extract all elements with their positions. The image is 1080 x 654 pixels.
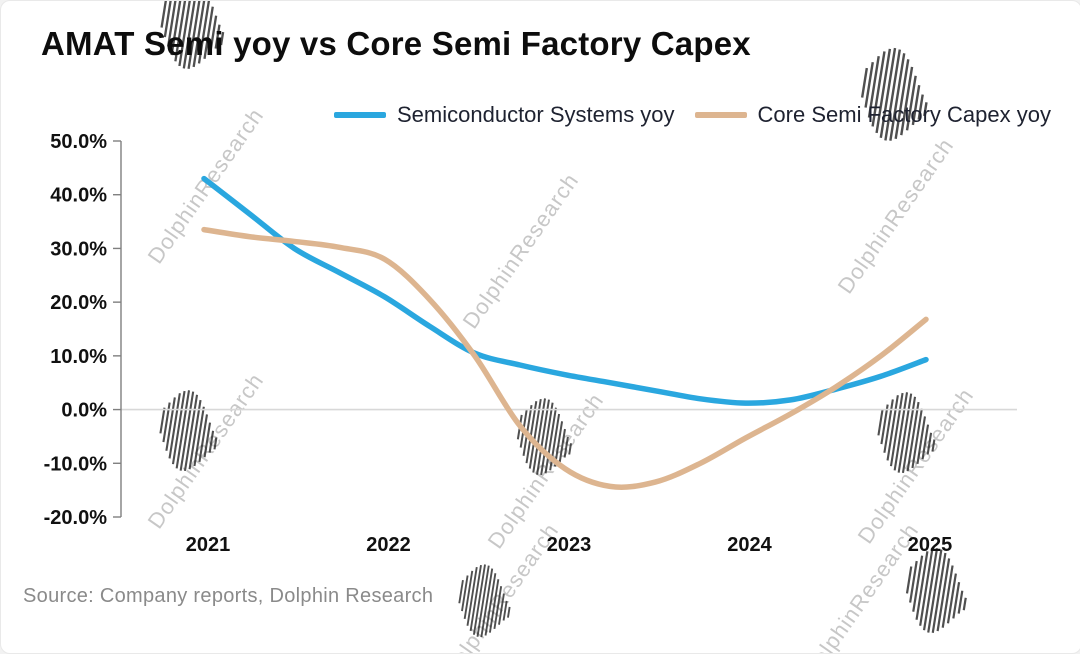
svg-text:30.0%: 30.0% — [50, 238, 107, 260]
svg-text:50.0%: 50.0% — [50, 131, 107, 153]
svg-text:2022: 2022 — [366, 534, 411, 556]
chart-legend: Semiconductor Systems yoy Core Semi Fact… — [334, 102, 1051, 128]
svg-text:0.0%: 0.0% — [61, 400, 107, 422]
legend-item-semiconductor-systems: Semiconductor Systems yoy — [334, 102, 675, 128]
legend-swatch-blue-line-icon — [334, 112, 386, 118]
legend-item-core-semi-capex: Core Semi Factory Capex yoy — [694, 102, 1051, 128]
legend-label: Core Semi Factory Capex yoy — [757, 102, 1051, 127]
svg-text:-10.0%: -10.0% — [44, 453, 108, 475]
svg-text:2021: 2021 — [186, 534, 231, 556]
svg-text:2025: 2025 — [908, 534, 953, 556]
svg-text:20.0%: 20.0% — [50, 292, 107, 314]
legend-label: Semiconductor Systems yoy — [397, 102, 675, 127]
svg-text:40.0%: 40.0% — [50, 185, 107, 207]
legend-swatch-tan-line-icon — [694, 112, 747, 118]
svg-text:10.0%: 10.0% — [50, 346, 107, 368]
svg-text:2023: 2023 — [547, 534, 592, 556]
source-text: Source: Company reports, Dolphin Researc… — [23, 585, 434, 607]
svg-text:2024: 2024 — [727, 534, 772, 556]
svg-text:-20.0%: -20.0% — [44, 507, 108, 529]
page-title: AMAT Semi yoy vs Core Semi Factory Capex — [41, 25, 751, 62]
